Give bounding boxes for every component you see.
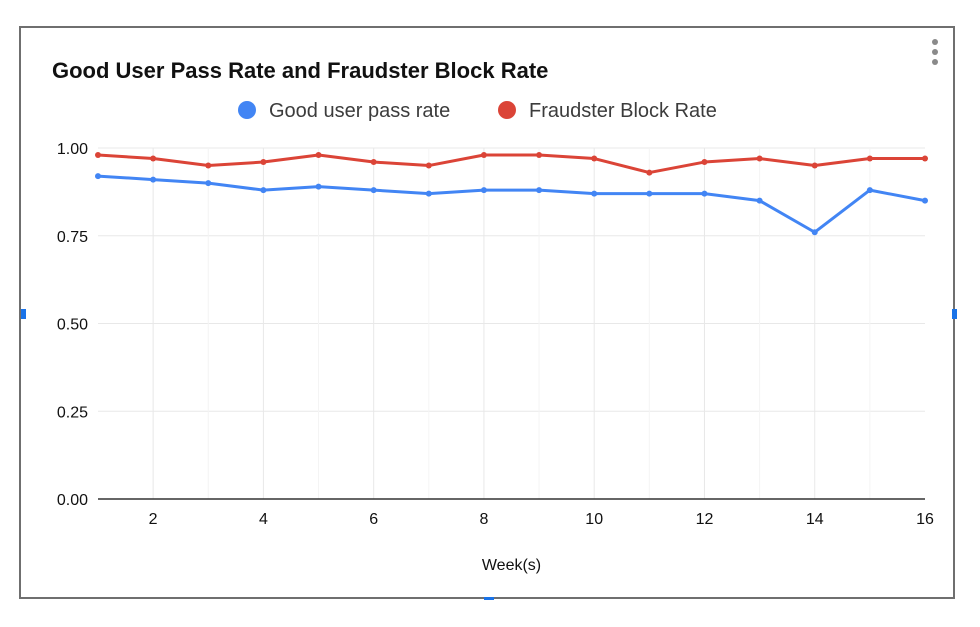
- resize-handle-bottom[interactable]: [484, 597, 494, 600]
- y-tick-label: 0.00: [57, 492, 88, 509]
- more-vert-icon[interactable]: [929, 39, 941, 65]
- y-tick-label: 0.50: [57, 317, 88, 334]
- data-point: [95, 173, 101, 180]
- x-axis-ticks: 2 4 6 8 10 12 14 16: [149, 511, 934, 528]
- data-point: [811, 162, 818, 169]
- chart-card: Good User Pass Rate and Fraudster Block …: [19, 26, 955, 599]
- data-point: [646, 169, 653, 176]
- x-tick-label: 6: [369, 511, 378, 528]
- data-point: [425, 190, 432, 197]
- x-tick-label: 8: [479, 511, 488, 528]
- legend-label: Fraudster Block Rate: [529, 100, 717, 122]
- series-line-1: [97, 153, 925, 175]
- data-point: [480, 152, 487, 159]
- chart-title: Good User Pass Rate and Fraudster Block …: [52, 58, 549, 83]
- resize-handle-left[interactable]: [21, 309, 26, 319]
- legend-marker: [498, 101, 516, 119]
- x-tick-label: 2: [149, 511, 158, 528]
- menu-dot: [932, 39, 938, 45]
- data-point: [866, 155, 873, 162]
- x-tick-label: 14: [806, 511, 824, 528]
- y-tick-label: 0.75: [57, 229, 88, 246]
- y-tick-label: 1.00: [57, 141, 88, 158]
- x-tick-label: 16: [916, 511, 934, 528]
- x-tick-label: 10: [585, 511, 603, 528]
- data-point: [150, 176, 157, 183]
- data-point: [646, 190, 653, 197]
- resize-handle-right[interactable]: [952, 309, 957, 319]
- y-axis-ticks: 0.00 0.25 0.50 0.75 1.00: [57, 141, 88, 509]
- data-point: [536, 187, 543, 194]
- data-point: [591, 190, 598, 197]
- series-lines: [95, 152, 928, 236]
- menu-dot: [932, 59, 938, 65]
- legend-label: Good user pass rate: [269, 100, 450, 122]
- legend-marker: [238, 101, 256, 119]
- data-point: [205, 162, 212, 169]
- data-point: [866, 187, 873, 194]
- data-point: [591, 155, 598, 162]
- x-tick-label: 12: [696, 511, 714, 528]
- gridlines: [98, 147, 925, 499]
- data-point: [260, 187, 267, 194]
- menu-dot: [932, 49, 938, 55]
- data-point: [922, 197, 928, 204]
- data-point: [370, 187, 377, 194]
- data-point: [315, 183, 322, 190]
- data-point: [536, 152, 543, 159]
- legend: Good user pass rate Fraudster Block Rate: [238, 100, 717, 122]
- data-point: [150, 155, 157, 162]
- data-point: [480, 187, 487, 194]
- data-point: [922, 155, 928, 162]
- data-point: [701, 190, 708, 197]
- x-axis-label: Week(s): [482, 557, 541, 574]
- data-point: [756, 155, 763, 162]
- series-line-0: [97, 174, 926, 234]
- data-point: [260, 159, 267, 166]
- x-tick-label: 4: [259, 511, 268, 528]
- data-point: [756, 197, 763, 204]
- data-point: [370, 159, 377, 166]
- y-tick-label: 0.25: [57, 404, 88, 421]
- data-point: [95, 152, 101, 159]
- data-point: [425, 162, 432, 169]
- data-point: [701, 159, 708, 166]
- data-point: [205, 180, 212, 187]
- data-point: [811, 229, 818, 236]
- data-point: [315, 152, 322, 159]
